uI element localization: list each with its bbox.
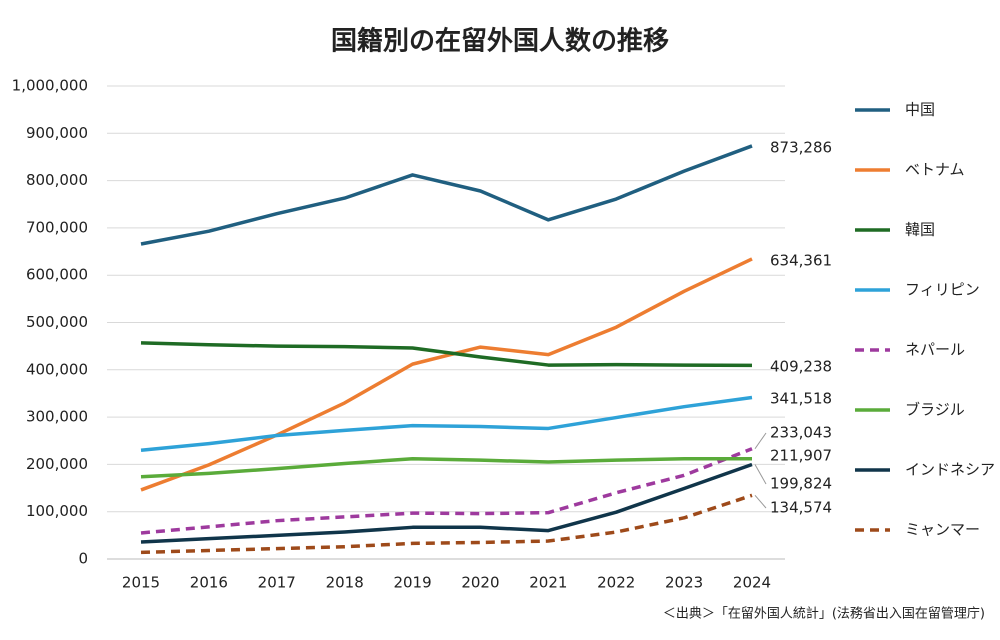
leader-line — [754, 432, 767, 450]
leader-line — [754, 495, 767, 509]
series-line — [140, 493, 753, 555]
value-label: 873,286 — [770, 139, 832, 157]
x-tick-label: 2021 — [529, 574, 567, 592]
y-tick-label: 0 — [78, 550, 88, 568]
series-line — [140, 341, 753, 368]
x-tick-label: 2016 — [190, 574, 228, 592]
value-label: 233,043 — [770, 424, 832, 442]
y-tick-label: 1,000,000 — [12, 77, 88, 95]
series-line — [140, 456, 753, 479]
value-label: 634,361 — [770, 252, 832, 270]
x-tick-label: 2020 — [461, 574, 499, 592]
x-tick-label: 2022 — [597, 574, 635, 592]
legend-label: ベトナム — [905, 161, 965, 179]
legend-label: ネパール — [905, 341, 965, 359]
source-note: ＜出典＞「在留外国人統計」(法務省出入国在留管理庁) — [663, 606, 985, 622]
x-tick-label: 2017 — [258, 574, 296, 592]
legend-label: インドネシア — [905, 461, 995, 479]
legend-label: 韓国 — [905, 221, 935, 239]
y-tick-label: 300,000 — [26, 408, 88, 426]
y-tick-label: 600,000 — [26, 266, 88, 284]
legend-label: ミャンマー — [905, 521, 980, 539]
x-tick-label: 2024 — [733, 574, 771, 592]
legend-label: 中国 — [905, 101, 935, 119]
legend-label: フィリピン — [905, 281, 980, 299]
leader-line — [754, 464, 767, 485]
x-tick-label: 2015 — [122, 574, 160, 592]
series-line — [140, 144, 753, 246]
series-line — [140, 257, 753, 492]
series-line — [140, 462, 753, 544]
x-tick-label: 2019 — [393, 574, 431, 592]
y-tick-label: 900,000 — [26, 124, 88, 142]
y-tick-label: 700,000 — [26, 218, 88, 236]
value-label: 134,574 — [770, 499, 832, 517]
legend-label: ブラジル — [905, 401, 965, 419]
chart-title: 国籍別の在留外国人数の推移 — [331, 26, 669, 57]
value-label: 409,238 — [770, 358, 832, 376]
value-label: 341,518 — [770, 390, 832, 408]
y-tick-label: 100,000 — [26, 502, 88, 520]
y-tick-label: 500,000 — [26, 313, 88, 331]
y-tick-label: 800,000 — [26, 171, 88, 189]
value-label: 199,824 — [770, 475, 832, 493]
y-tick-label: 400,000 — [26, 360, 88, 378]
value-label: 211,907 — [770, 447, 832, 465]
series-line — [140, 447, 753, 535]
series-line — [140, 395, 753, 452]
x-tick-label: 2018 — [326, 574, 364, 592]
x-tick-label: 2023 — [665, 574, 703, 592]
y-tick-label: 200,000 — [26, 455, 88, 473]
